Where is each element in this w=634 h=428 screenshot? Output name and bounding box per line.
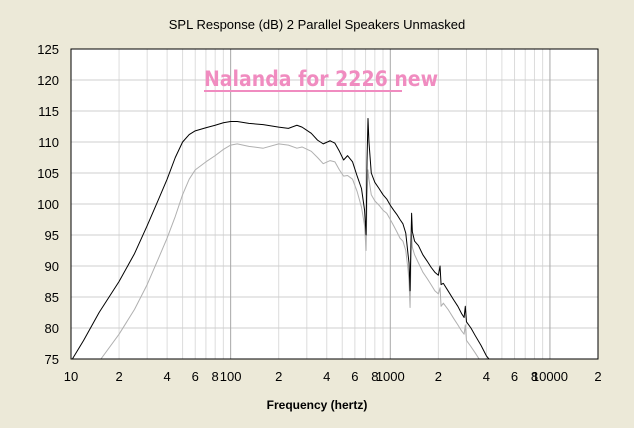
- y-tick-label: 125: [37, 42, 59, 57]
- series-line-black: [71, 117, 490, 360]
- x-tick-label: 10: [64, 369, 78, 384]
- x-tick-label: 100: [220, 369, 242, 384]
- series-layer: [71, 117, 490, 360]
- y-tick-label: 75: [45, 352, 59, 367]
- plot-border: [70, 48, 599, 360]
- x-tick-label: 6: [192, 369, 199, 384]
- y-tick-label: 80: [45, 321, 59, 336]
- y-tick-label: 85: [45, 290, 59, 305]
- y-tick-label: 110: [38, 135, 59, 150]
- x-tick-label: 8: [371, 369, 378, 384]
- x-tick-label: 4: [323, 369, 330, 384]
- x-tick-label: 8: [212, 369, 219, 384]
- y-tick-label: 115: [38, 104, 59, 119]
- y-tick-label: 100: [37, 197, 59, 212]
- x-tick-label: 10000: [532, 369, 568, 384]
- y-tick-label: 120: [37, 73, 59, 88]
- minor-gridlines: [71, 49, 598, 359]
- x-tick-label: 1000: [376, 369, 405, 384]
- y-tick-label: 105: [37, 166, 59, 181]
- x-tick-label: 2: [275, 369, 282, 384]
- x-tick-label: 4: [483, 369, 490, 384]
- major-gridlines: [230, 49, 551, 359]
- y-tick-label: 90: [45, 259, 59, 274]
- x-tick-label: 6: [511, 369, 518, 384]
- x-tick-label: 4: [163, 369, 170, 384]
- x-tick-label: 2: [115, 369, 122, 384]
- series-line-gray: [100, 143, 480, 360]
- y-tick-label: 95: [45, 228, 59, 243]
- chart-title: SPL Response (dB) 2 Parallel Speakers Un…: [169, 17, 466, 32]
- x-axis-label: Frequency (hertz): [267, 398, 368, 412]
- x-tick-label: 2: [594, 369, 601, 384]
- chart-annotation: Nalanda for 2226 new: [204, 67, 438, 91]
- x-tick-label: 8: [531, 369, 538, 384]
- x-tick-label: 6: [351, 369, 358, 384]
- y-axis-tick-labels: 75 80 85 90 95 100 105 110 115 120 125: [37, 42, 59, 367]
- x-tick-label: 2: [435, 369, 442, 384]
